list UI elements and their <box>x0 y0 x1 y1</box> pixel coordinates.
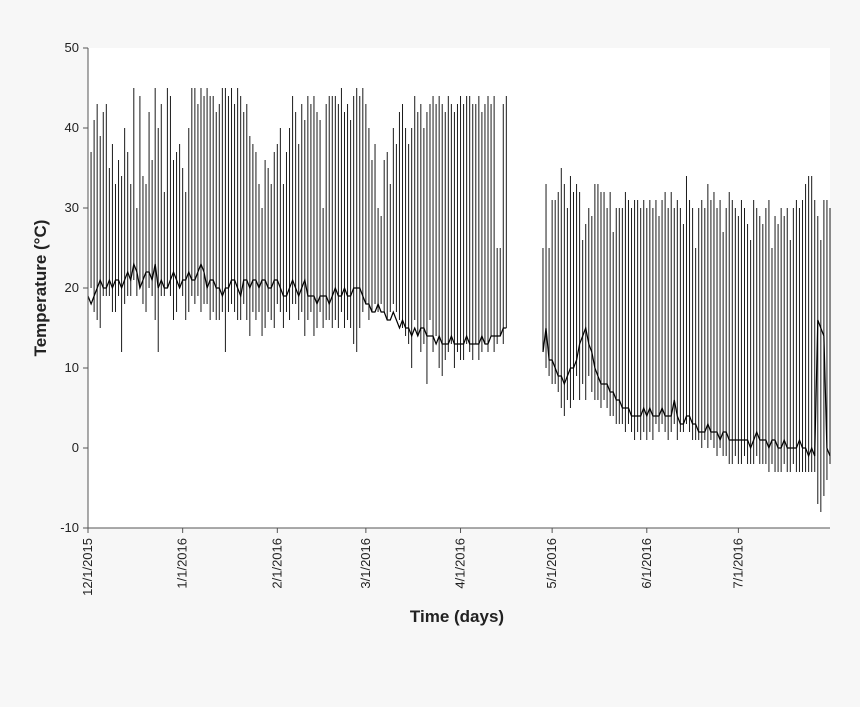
x-tick-label: 3/1/2016 <box>358 538 373 589</box>
x-tick-label: 6/1/2016 <box>639 538 654 589</box>
y-tick-label: 0 <box>72 440 79 455</box>
y-tick-label: 30 <box>65 200 79 215</box>
y-tick-label: -10 <box>60 520 79 535</box>
x-tick-label: 12/1/2015 <box>80 538 95 596</box>
y-axis-title: Temperature (°C) <box>31 220 50 357</box>
x-tick-label: 2/1/2016 <box>269 538 284 589</box>
plot-area <box>88 48 830 528</box>
y-tick-label: 50 <box>65 40 79 55</box>
y-tick-label: 20 <box>65 280 79 295</box>
x-tick-label: 1/1/2016 <box>175 538 190 589</box>
mean-line <box>87 261 507 346</box>
x-tick-label: 7/1/2016 <box>730 538 745 589</box>
range-bars <box>87 88 831 512</box>
axis-ticks: -10 0 10 20 30 40 50 12/1/2015 1/1/2016 2/1/2016 3… <box>60 40 745 596</box>
x-tick-label: 5/1/2016 <box>544 538 559 589</box>
x-tick-label: 4/1/2016 <box>453 538 468 589</box>
y-tick-label: 40 <box>65 120 79 135</box>
mean-line <box>542 319 831 458</box>
x-axis-title: Time (days) <box>410 607 504 626</box>
y-tick-label: 10 <box>65 360 79 375</box>
